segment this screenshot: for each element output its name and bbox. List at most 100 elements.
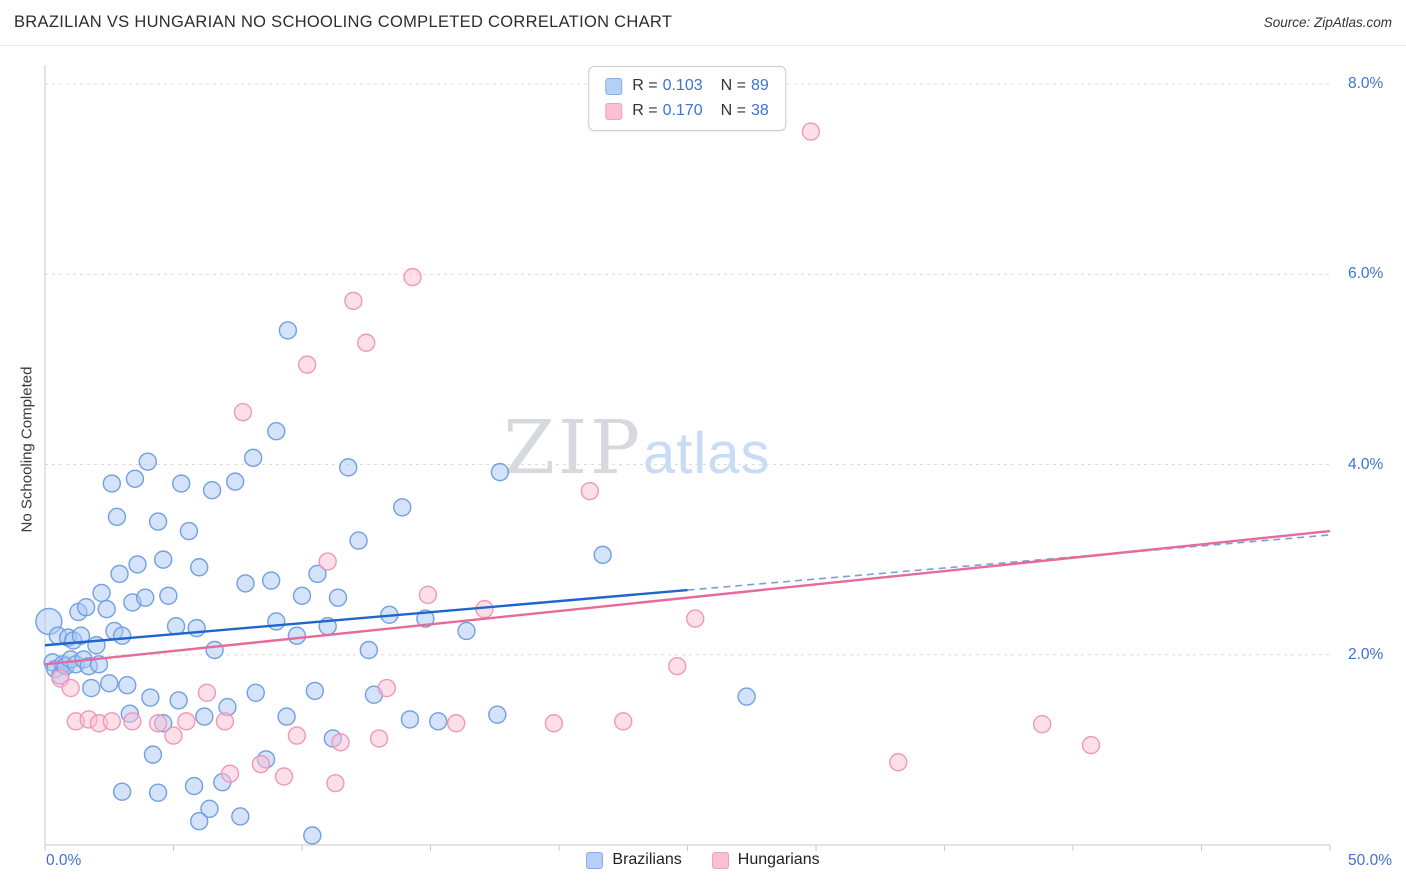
data-point-brazilians: [359, 640, 379, 660]
data-point-hungarians: [148, 714, 168, 733]
data-point-hungarians: [1081, 735, 1101, 755]
data-point-hungarians: [447, 714, 466, 733]
data-point-hungarians: [220, 764, 240, 783]
data-point-brazilians: [267, 612, 286, 631]
data-point-brazilians: [488, 705, 507, 724]
trend-line-extension-brazilians: [687, 534, 1331, 591]
data-point-hungarians: [102, 712, 122, 731]
data-point-hungarians: [287, 726, 307, 745]
source-credit: Source: ZipAtlas.com: [1263, 15, 1392, 30]
brazilians-label: Brazilians: [612, 851, 682, 868]
data-point-brazilians: [179, 521, 199, 541]
brazilians-stats: R = 0.103 N = 89: [632, 77, 769, 94]
trend-line-brazilians: [44, 588, 688, 647]
series-legend: Brazilians Hungarians: [0, 851, 1406, 869]
header: BRAZILIAN VS HUNGARIAN NO SCHOOLING COMP…: [0, 0, 1406, 46]
data-point-hungarians: [331, 733, 350, 752]
data-point-brazilians: [110, 564, 129, 584]
data-point-hungarians: [357, 333, 376, 352]
data-point-hungarians: [274, 767, 294, 786]
data-point-hungarians: [215, 712, 235, 731]
data-point-brazilians: [205, 640, 224, 660]
data-point-brazilians: [136, 588, 155, 607]
data-point-brazilians: [166, 617, 186, 636]
data-point-brazilians: [339, 458, 358, 477]
y-tick-label: 6.0%: [1348, 265, 1384, 283]
data-point-brazilians: [429, 712, 448, 731]
data-point-brazilians: [82, 678, 101, 698]
data-point-brazilians: [195, 707, 214, 726]
y-axis-title: No Schooling Completed: [18, 366, 36, 533]
data-point-brazilians: [737, 687, 756, 706]
data-point-hungarians: [251, 754, 271, 774]
trend-line-hungarians: [44, 529, 1331, 666]
page-title: BRAZILIAN VS HUNGARIAN NO SCHOOLING COMP…: [14, 13, 673, 31]
data-point-brazilians: [416, 609, 435, 628]
data-point-brazilians: [97, 599, 116, 619]
data-point-brazilians: [112, 782, 132, 801]
data-point-brazilians: [141, 688, 160, 707]
zipatlas-watermark: ZIPatlas: [504, 405, 771, 491]
legend-item-hungarians: Hungarians: [711, 851, 820, 869]
data-point-hungarians: [668, 656, 687, 676]
hungarians-stats: R = 0.170 N = 38: [632, 102, 769, 119]
data-point-hungarians: [614, 712, 633, 731]
data-point-brazilians: [593, 545, 612, 565]
correlation-legend: R = 0.103 N = 89 R = 0.170 N = 38: [588, 66, 786, 131]
data-point-brazilians: [184, 776, 204, 796]
data-point-hungarians: [889, 753, 908, 772]
data-point-brazilians: [159, 586, 178, 605]
data-point-hungarians: [164, 726, 183, 745]
data-point-hungarians: [1032, 714, 1052, 734]
data-point-hungarians: [344, 291, 363, 311]
hungarians-label: Hungarians: [737, 851, 820, 868]
data-point-brazilians: [236, 574, 255, 593]
data-point-brazilians: [349, 531, 368, 550]
data-point-brazilians: [71, 626, 91, 645]
data-point-hungarians: [297, 355, 317, 374]
legend-row-brazilians: R = 0.103 N = 89: [605, 77, 769, 95]
legend-item-brazilians: Brazilians: [586, 851, 682, 869]
data-point-brazilians: [267, 422, 286, 441]
brazilians-swatch-icon: [605, 77, 623, 95]
data-point-brazilians: [292, 586, 312, 605]
data-point-hungarians: [580, 481, 600, 501]
data-point-brazilians: [243, 448, 263, 468]
hungarians-swatch-icon: [605, 102, 623, 120]
y-tick-label: 8.0%: [1348, 75, 1384, 93]
data-point-hungarians: [197, 683, 217, 703]
data-point-brazilians: [225, 472, 245, 491]
data-point-brazilians: [128, 555, 147, 574]
data-point-brazilians: [278, 321, 298, 340]
watermark-atlas: atlas: [642, 421, 771, 486]
data-point-brazilians: [118, 675, 137, 695]
data-point-brazilians: [143, 745, 163, 764]
data-point-hungarians: [544, 714, 564, 733]
y-tick-label: 2.0%: [1348, 645, 1384, 663]
data-point-brazilians: [102, 474, 122, 493]
data-point-brazilians: [169, 691, 188, 710]
data-point-brazilians: [246, 683, 265, 703]
data-point-hungarians: [233, 402, 253, 422]
brazilians-swatch-icon: [586, 851, 604, 869]
data-point-brazilians: [202, 480, 222, 500]
y-tick-label: 4.0%: [1348, 455, 1384, 473]
data-point-brazilians: [112, 626, 132, 645]
data-point-brazilians: [189, 558, 209, 577]
data-point-brazilians: [328, 588, 348, 607]
data-point-brazilians: [138, 452, 158, 471]
data-point-hungarians: [686, 609, 705, 628]
data-point-brazilians: [125, 469, 145, 488]
data-point-brazilians: [107, 507, 127, 527]
data-point-brazilians: [277, 707, 296, 726]
data-point-brazilians: [154, 550, 173, 569]
legend-row-hungarians: R = 0.170 N = 38: [605, 102, 769, 120]
data-point-hungarians: [377, 678, 397, 698]
data-point-brazilians: [490, 462, 510, 482]
data-point-brazilians: [308, 564, 327, 584]
data-point-brazilians: [457, 621, 476, 641]
data-point-brazilians: [92, 583, 111, 603]
data-point-brazilians: [305, 681, 325, 701]
data-point-hungarians: [326, 773, 345, 793]
